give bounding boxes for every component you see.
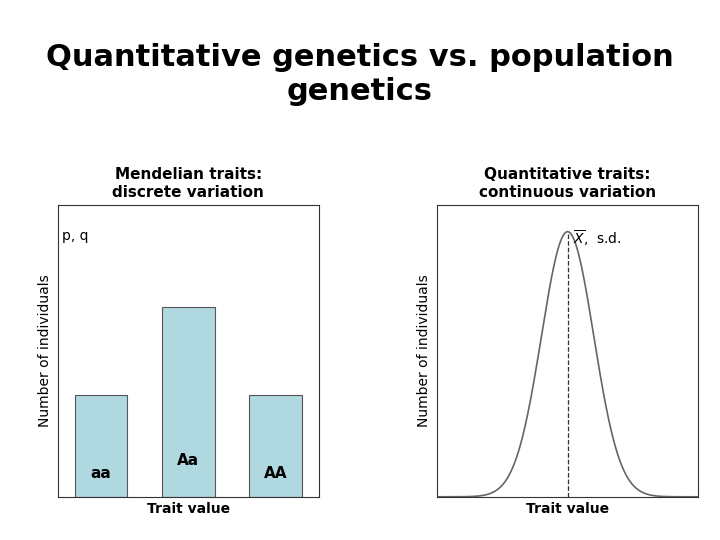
Bar [249, 395, 302, 497]
Text: aa: aa [91, 467, 112, 482]
Title: Quantitative traits:
continuous variation: Quantitative traits: continuous variatio… [479, 167, 656, 200]
Y-axis label: Number of individuals: Number of individuals [418, 275, 431, 427]
Bar [162, 307, 215, 497]
X-axis label: Trait value: Trait value [526, 502, 609, 516]
Text: Quantitative genetics vs. population
genetics: Quantitative genetics vs. population gen… [46, 43, 674, 106]
Bar [75, 395, 127, 497]
Text: AA: AA [264, 467, 287, 482]
Text: p, q: p, q [62, 228, 89, 242]
Y-axis label: Number of individuals: Number of individuals [38, 275, 52, 427]
Text: $\overline{X}$,  s.d.: $\overline{X}$, s.d. [573, 228, 621, 248]
X-axis label: Trait value: Trait value [147, 502, 230, 516]
Text: Aa: Aa [177, 454, 199, 468]
Title: Mendelian traits:
discrete variation: Mendelian traits: discrete variation [112, 167, 264, 200]
